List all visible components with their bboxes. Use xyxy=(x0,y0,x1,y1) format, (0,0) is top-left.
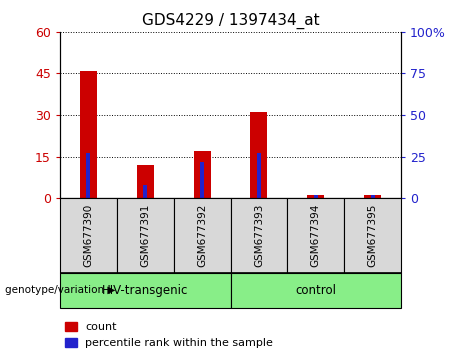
Bar xyxy=(230,273,401,308)
Text: GSM677392: GSM677392 xyxy=(197,204,207,267)
Bar xyxy=(364,195,381,198)
Bar xyxy=(136,165,154,198)
Bar xyxy=(250,112,267,198)
Bar xyxy=(174,198,230,273)
Bar xyxy=(314,195,318,198)
Bar xyxy=(371,195,375,198)
Bar xyxy=(80,71,97,198)
Text: GSM677391: GSM677391 xyxy=(140,204,150,267)
Text: HIV-transgenic: HIV-transgenic xyxy=(102,284,189,297)
Text: GSM677393: GSM677393 xyxy=(254,204,264,267)
Title: GDS4229 / 1397434_at: GDS4229 / 1397434_at xyxy=(142,13,319,29)
Text: GSM677395: GSM677395 xyxy=(367,204,378,267)
Bar xyxy=(117,198,174,273)
Text: genotype/variation ▶: genotype/variation ▶ xyxy=(5,285,115,295)
Bar xyxy=(60,198,117,273)
Bar xyxy=(307,195,324,198)
Bar xyxy=(60,273,230,308)
Text: GSM677390: GSM677390 xyxy=(83,204,94,267)
Bar xyxy=(86,153,90,198)
Bar xyxy=(257,153,261,198)
Bar xyxy=(143,185,147,198)
Bar xyxy=(194,151,211,198)
Text: GSM677394: GSM677394 xyxy=(311,204,321,267)
Bar xyxy=(287,198,344,273)
Legend: count, percentile rank within the sample: count, percentile rank within the sample xyxy=(65,322,273,348)
Bar xyxy=(230,198,287,273)
Text: control: control xyxy=(296,284,336,297)
Bar xyxy=(200,162,204,198)
Bar xyxy=(344,198,401,273)
